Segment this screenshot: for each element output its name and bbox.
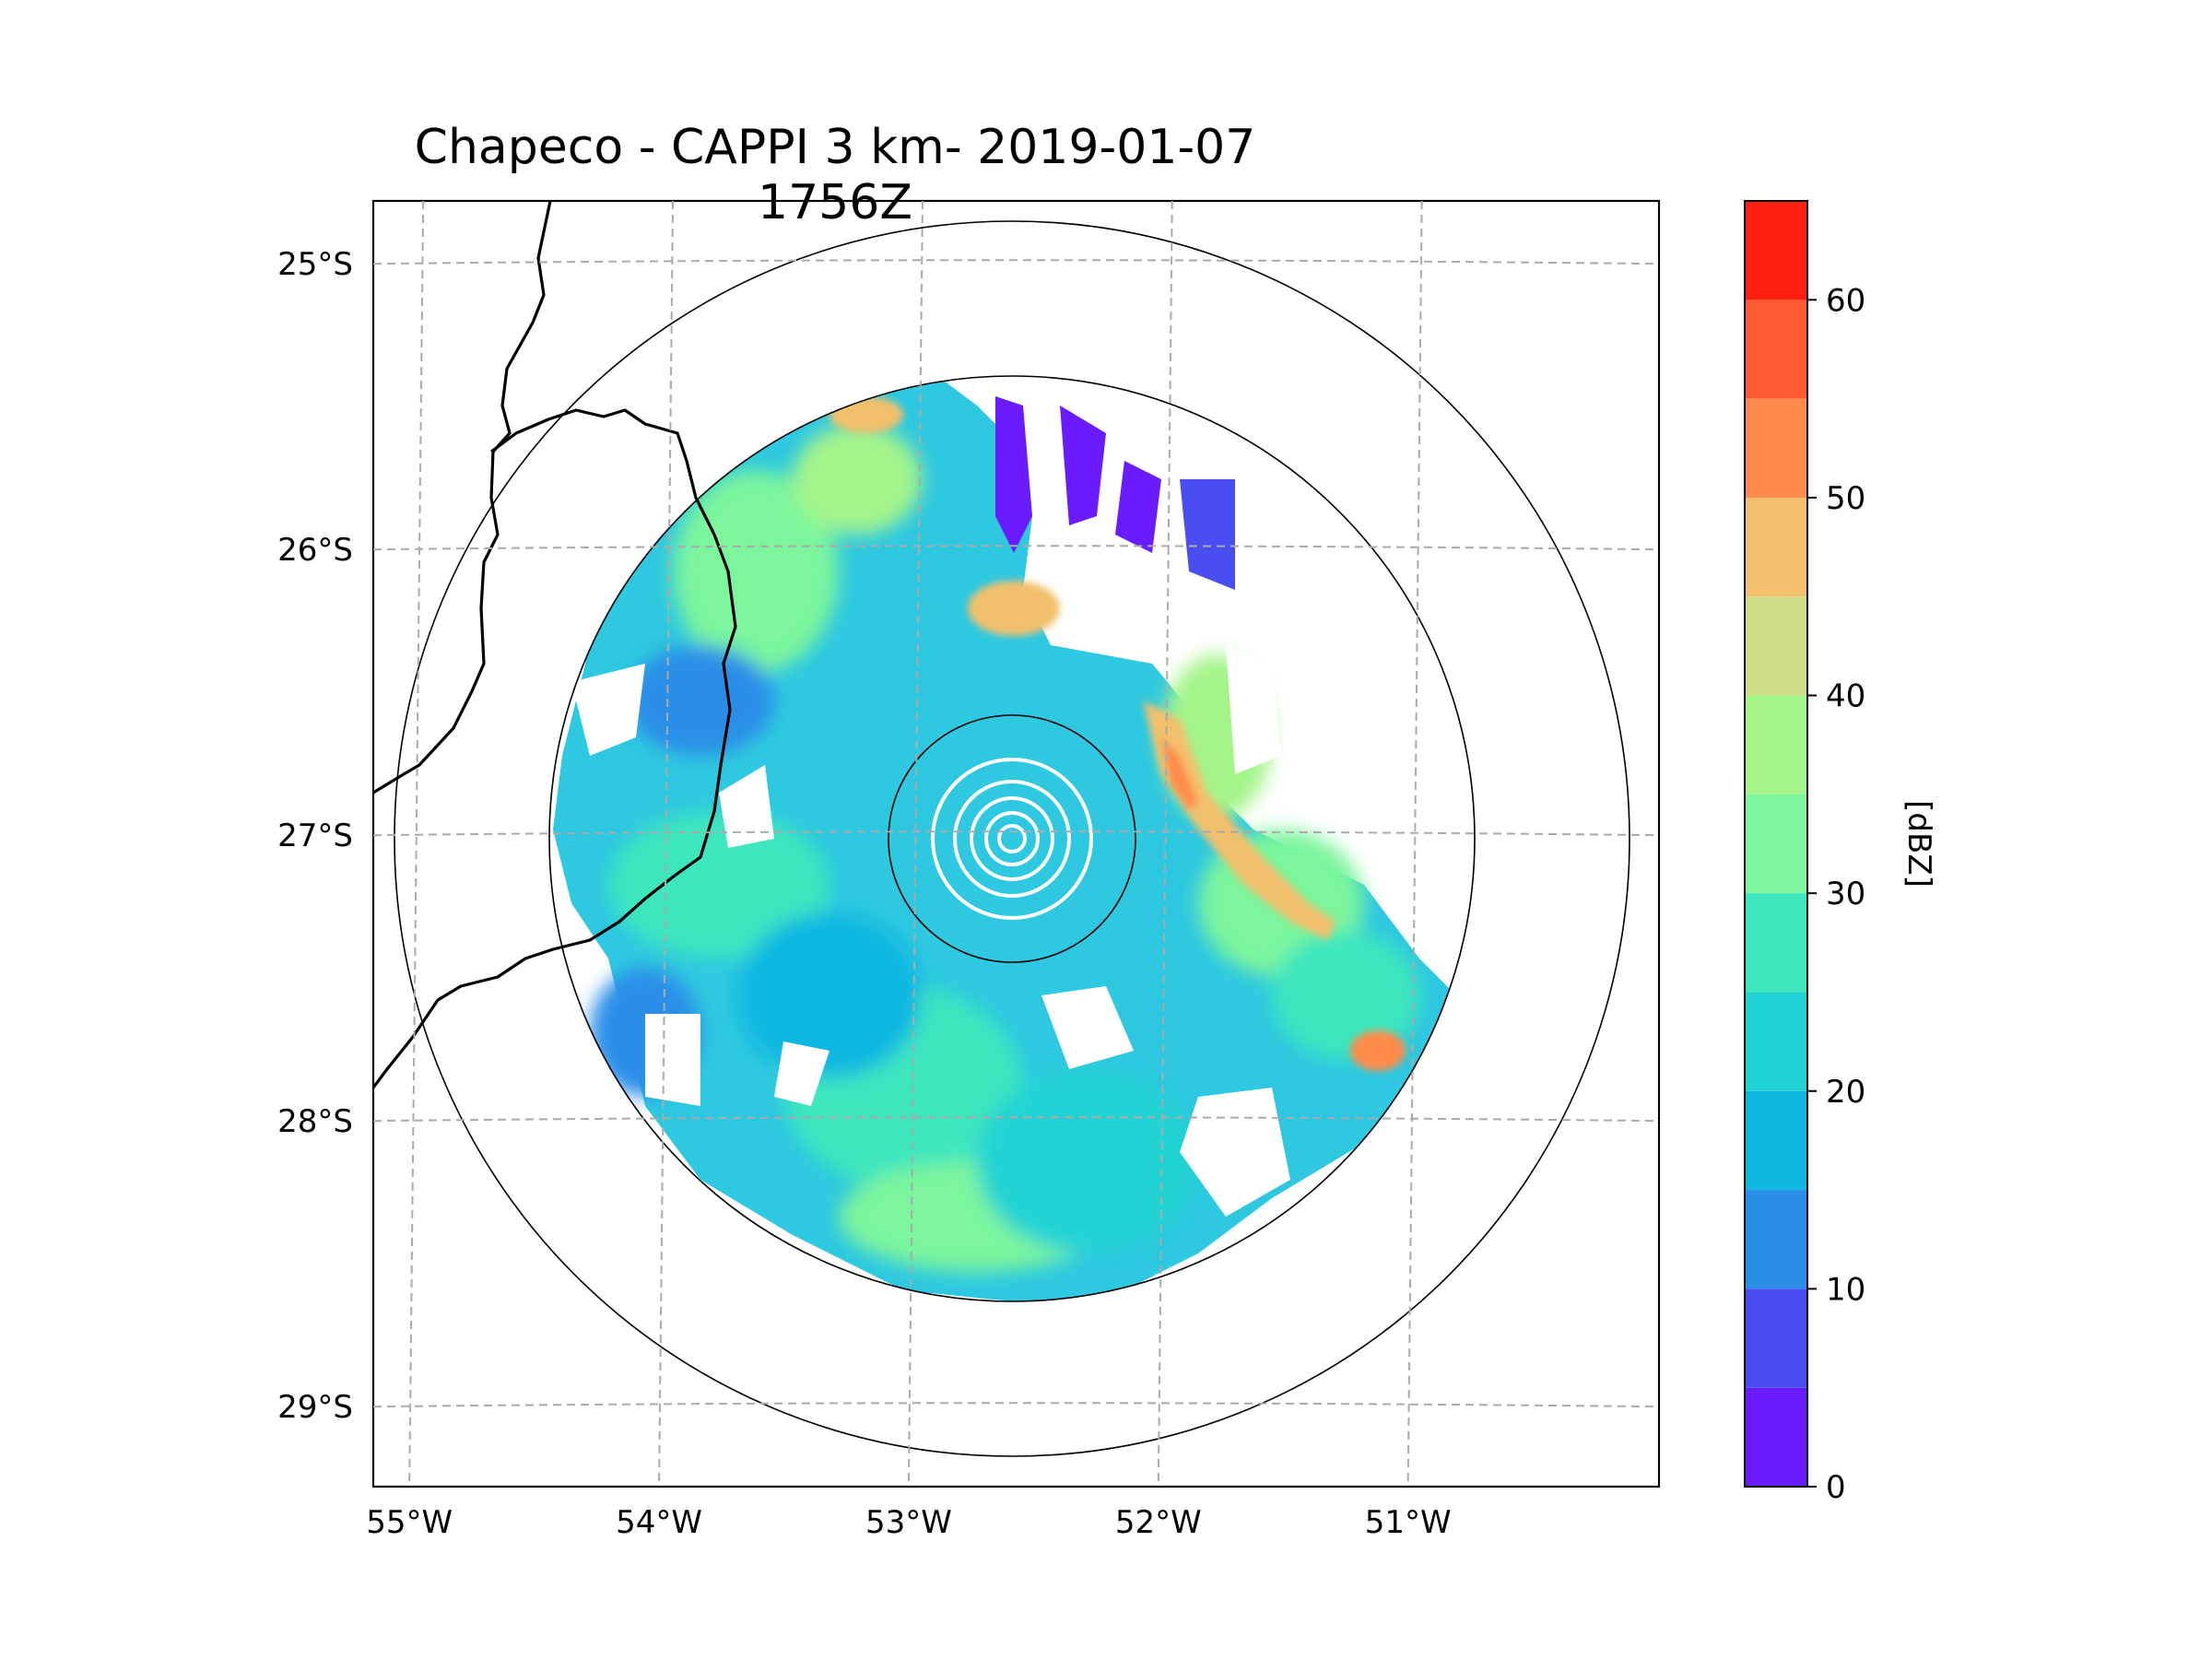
colorbar-level (1745, 1090, 1807, 1191)
lat-tick-label: 25°S (277, 246, 353, 283)
echo-cell (627, 645, 774, 756)
echo-core (830, 396, 903, 433)
colorbar-level (1745, 300, 1807, 399)
colorbar-level (1745, 695, 1807, 794)
echo-squall-line (1143, 700, 1336, 940)
colorbar-label: [dBZ] (1900, 800, 1937, 888)
colorbar-tick-label: 60 (1826, 282, 1865, 319)
plot-title: Chapeco - CAPPI 3 km- 2019-01-07 1756Z (414, 120, 1256, 230)
echo-gap (1041, 986, 1134, 1069)
range-rings (394, 220, 1630, 1457)
echo-gap (774, 1041, 830, 1106)
range-ring-outer (394, 220, 1630, 1457)
colorbar-tick-label: 30 (1826, 876, 1865, 912)
echo-core (968, 581, 1060, 636)
lon-tick-label: 55°W (366, 1504, 453, 1541)
meridian-gridline (408, 200, 425, 1488)
range-ring-mid (548, 375, 1476, 1302)
colorbar-level (1745, 398, 1807, 498)
reflectivity-field (553, 378, 1456, 1301)
echo-edge (995, 396, 1032, 553)
parallel-gridline (372, 545, 1660, 551)
colorbar-frame (1744, 200, 1808, 1488)
colorbar-level (1745, 201, 1807, 300)
meridian-gridline (1406, 200, 1423, 1488)
echo-cell (737, 912, 922, 1078)
echo-edge (1060, 406, 1106, 525)
gridlines (372, 200, 1660, 1488)
colorbar: 0 10 20 30 40 50 60 [dBZ] (1744, 200, 1937, 1506)
meridian-gridline (658, 200, 675, 1488)
echo-gap (645, 1014, 700, 1106)
colorbar-level (1745, 893, 1807, 993)
lon-tick-label: 53°W (865, 1504, 952, 1541)
echo-cell (1272, 931, 1419, 1060)
axes-frame (371, 199, 1661, 1488)
colorbar-level (1745, 1288, 1807, 1388)
lon-tick-label: 54°W (616, 1504, 702, 1541)
echo-squall-line (1161, 737, 1198, 811)
echo-gap (719, 765, 774, 848)
echo-gap (1180, 1088, 1290, 1217)
colorbar-tick-label: 20 (1826, 1074, 1865, 1111)
meridian-gridline (907, 200, 924, 1488)
colorbar-level (1745, 1190, 1807, 1289)
colorbar-level (1745, 497, 1807, 597)
colorbar-tick-label: 40 (1826, 678, 1865, 715)
parallel-gridline (372, 1402, 1660, 1408)
colorbar-level (1745, 596, 1807, 696)
parallel-gridline (372, 259, 1660, 265)
meridian-gridline (1157, 200, 1173, 1488)
border-line (373, 408, 737, 1088)
echo-cell (608, 811, 830, 959)
colorbar-tick-label: 10 (1826, 1271, 1865, 1308)
lat-tick-label: 28°S (277, 1103, 353, 1140)
colorbar-tick-label: 0 (1826, 1469, 1846, 1506)
echo-core (1350, 1030, 1406, 1071)
lat-tick-label: 29°S (277, 1389, 353, 1426)
parallel-gridline (372, 1116, 1660, 1123)
lon-tick-label: 52°W (1115, 1504, 1202, 1541)
echo-edge (1180, 479, 1235, 590)
lon-tick-label: 51°W (1365, 1504, 1452, 1541)
colorbar-level (1745, 992, 1807, 1091)
echo-edge (1115, 461, 1161, 553)
range-ring-inner (888, 714, 1136, 963)
echo-cell (673, 470, 839, 673)
radar-center-rings (931, 758, 1093, 920)
colorbar-level (1745, 794, 1807, 894)
political-borders (373, 201, 737, 1088)
border-line (373, 201, 552, 794)
echo-cell (793, 424, 922, 535)
colorbar-level (1745, 1387, 1807, 1487)
colorbar-tick-label: 50 (1826, 480, 1865, 517)
parallel-gridline (372, 830, 1660, 837)
lat-tick-label: 26°S (277, 532, 353, 569)
echo-cell (977, 1069, 1198, 1253)
echo-gap (571, 664, 645, 756)
tick-labels: 55°W 54°W 53°W 52°W 51°W 25°S 26°S 27°S 28°S 29°S (277, 246, 1451, 1541)
echo-gap (1226, 645, 1281, 774)
lat-tick-label: 27°S (277, 818, 353, 854)
